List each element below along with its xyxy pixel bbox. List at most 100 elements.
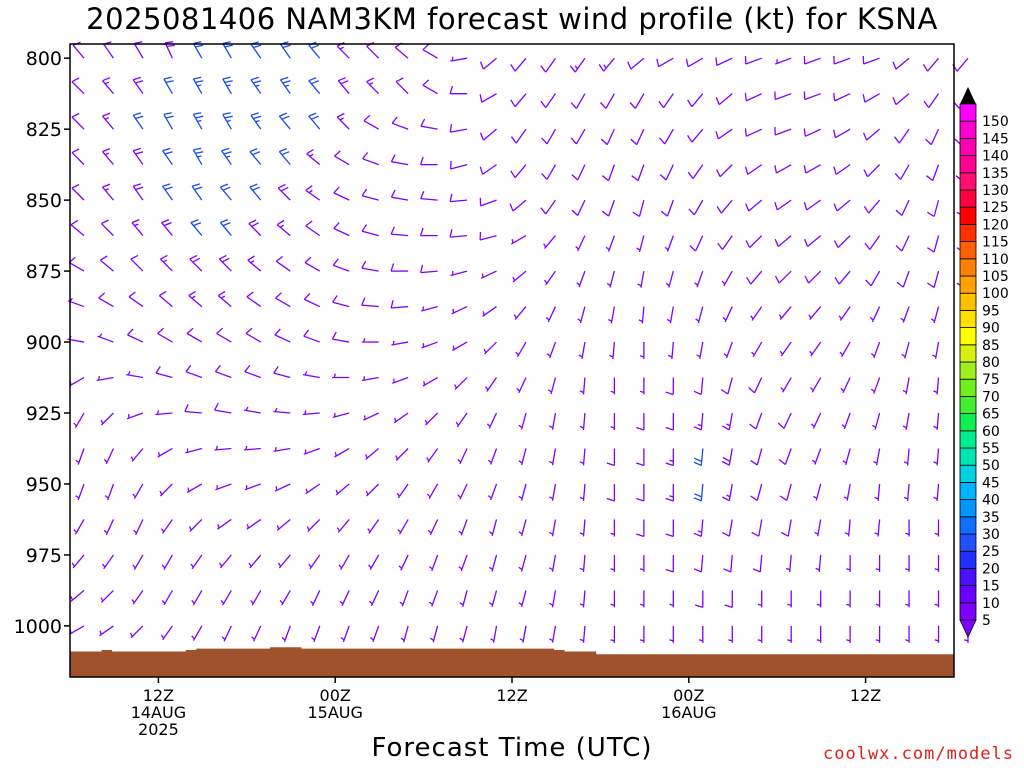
wind-barb [217, 518, 232, 530]
barb-half-feather [577, 318, 582, 322]
barb-half-feather [339, 600, 344, 605]
barb-feather [833, 129, 837, 138]
wind-barb [639, 590, 645, 608]
wind-barb [862, 93, 880, 103]
barb-half-feather [215, 445, 218, 450]
barb-shaft [546, 164, 557, 180]
barb-half-feather [104, 188, 110, 191]
barb-shaft [518, 377, 527, 394]
barb-half-feather [930, 318, 936, 322]
barb-half-feather [430, 637, 435, 641]
wind-barb [73, 519, 85, 535]
barb-feather [222, 112, 231, 116]
barb-shaft [848, 519, 851, 537]
barb-half-feather [543, 279, 548, 284]
wind-barb [757, 590, 763, 608]
barb-shaft [431, 554, 439, 572]
barb-feather [780, 531, 789, 537]
barb-shaft [399, 519, 409, 535]
wind-barb [925, 128, 940, 146]
wind-barb [246, 518, 262, 530]
barb-feather [636, 533, 645, 538]
barb-feather [606, 462, 615, 467]
barb-shaft [133, 483, 144, 500]
barb-half-feather [488, 531, 494, 535]
barb-shaft [158, 295, 173, 308]
barb-shaft [400, 554, 409, 571]
barb-shaft [933, 199, 940, 217]
barb-shaft [394, 46, 409, 59]
wind-barb [687, 164, 704, 179]
barb-shaft [100, 412, 114, 426]
wind-barb [814, 519, 822, 537]
wind-barb [778, 448, 792, 466]
barb-half-feather [815, 567, 820, 571]
wind-barb [803, 128, 821, 137]
credit-link[interactable]: coolwx.com/models [823, 744, 1014, 764]
barb-half-feather [428, 601, 433, 606]
barb-shaft [636, 128, 645, 145]
wind-barb [665, 554, 674, 573]
barb-half-feather [452, 345, 455, 350]
wind-barb [274, 483, 291, 492]
wind-barb [693, 412, 704, 431]
barb-feather [723, 568, 732, 573]
wind-barb [163, 112, 174, 130]
barb-feather [390, 189, 396, 198]
wind-barb [934, 519, 940, 537]
barb-shaft [809, 306, 822, 321]
barb-shaft [491, 519, 498, 537]
wind-barb [362, 152, 379, 166]
wind-barb [479, 57, 497, 70]
barb-feather [276, 219, 285, 226]
barb-shaft [774, 128, 792, 136]
colorbar-swatch [959, 103, 977, 122]
colorbar-label: 80 [982, 355, 1000, 371]
wind-barb [636, 519, 645, 538]
wind-barb [303, 293, 321, 308]
barb-half-feather [197, 119, 202, 123]
barb-shaft [337, 80, 350, 95]
wind-barb [336, 112, 350, 130]
barb-shaft [132, 150, 144, 166]
colorbar-swatch [959, 172, 977, 191]
y-tick-label: 875 [26, 261, 62, 283]
barb-shaft [219, 554, 232, 569]
wind-barb [721, 483, 733, 502]
barb-shaft [302, 373, 320, 379]
wind-barb [892, 57, 910, 70]
barb-half-feather [336, 527, 341, 532]
wind-barb [543, 235, 556, 250]
barb-half-feather [423, 380, 426, 386]
barb-shaft [612, 341, 616, 360]
barb-half-feather [605, 246, 610, 251]
wind-barb [186, 483, 203, 494]
barb-shaft [514, 93, 527, 108]
barb-feather [280, 186, 289, 192]
surface-fill [70, 647, 954, 677]
barb-shaft [305, 483, 321, 495]
barb-feather [893, 136, 900, 144]
wind-barb [518, 412, 527, 430]
barb-half-feather [338, 564, 343, 569]
barb-half-feather [281, 636, 286, 641]
wind-barb [278, 147, 291, 166]
wind-barb [685, 57, 704, 68]
barb-half-feather [457, 494, 462, 499]
wind-barb [901, 341, 910, 359]
barb-shaft [691, 128, 704, 143]
barb-half-feather [639, 568, 645, 571]
wind-barb [337, 77, 350, 95]
wind-barb [103, 448, 115, 465]
wind-barb [601, 164, 616, 182]
wind-barb [428, 554, 439, 572]
barb-shaft [68, 376, 85, 387]
barb-shaft [278, 151, 291, 166]
x-tick-label: 00Z [320, 686, 351, 705]
wind-barb [900, 306, 910, 323]
wind-barb [895, 199, 910, 216]
colorbar-label: 40 [982, 493, 1000, 509]
x-tick-label: 12Z [496, 686, 527, 705]
wind-barb [334, 447, 350, 458]
barb-feather [336, 112, 345, 118]
